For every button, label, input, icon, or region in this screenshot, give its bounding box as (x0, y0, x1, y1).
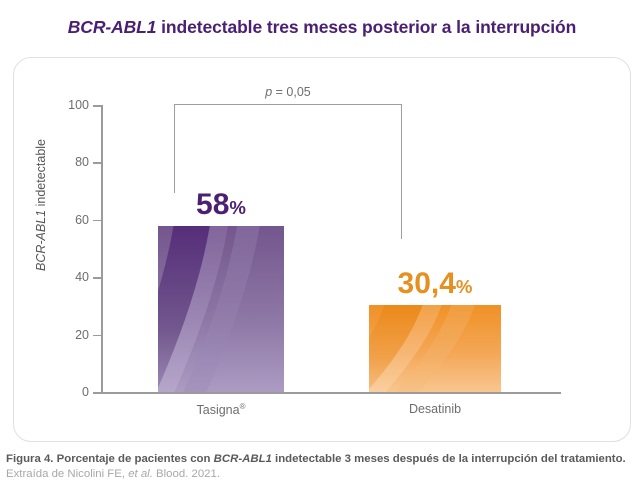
bar-value-desatinib: 30,4% (369, 266, 501, 300)
caption-line2-italic: et al. (128, 468, 153, 481)
caption-line2-a: Extraída de Nicolini FE, (6, 468, 129, 481)
bar-value-tasigna-number: 58 (196, 187, 230, 221)
y-axis-title: BCR-ABL1 indetectable (34, 90, 48, 320)
y-tick-60 (93, 219, 102, 222)
bar-tasigna-pattern (158, 225, 284, 392)
x-axis-label-desatinib-text: Desatinib (408, 402, 462, 416)
page-title: BCR-ABL1 indetectable tres meses posteri… (0, 17, 644, 38)
caption-line1-b: indetectable 3 meses después de la inter… (271, 453, 626, 465)
x-axis-label-tasigna: Tasigna® (158, 402, 284, 417)
title-italic-term: BCR-ABL1 (67, 17, 157, 37)
bar-value-desatinib-number: 30,4 (397, 266, 456, 300)
x-axis-line (101, 392, 561, 394)
y-tick-label-40: 40 (75, 270, 89, 285)
p-value-text: = 0,05 (272, 85, 311, 99)
title-rest: indetectable tres meses posterior a la i… (156, 17, 577, 37)
y-tick-40 (93, 277, 102, 279)
y-tick-label-100: 100 (68, 98, 89, 112)
y-tick-0 (93, 392, 102, 394)
caption-line2-b: Blood. 2021. (152, 468, 221, 481)
bracket-right-arm (400, 104, 402, 239)
figure-caption: Figura 4. Porcentaje de pacientes con BC… (6, 452, 640, 482)
y-tick-100 (93, 105, 102, 107)
x-axis-label-tasigna-text: Tasigna (196, 403, 240, 418)
trademark-symbol: ® (239, 402, 246, 411)
x-axis-label-desatinib: Desatinib (369, 402, 501, 416)
chart-card: BCR-ABL1 indetectable 100 80 60 40 20 0 (13, 57, 631, 442)
y-tick-label-0: 0 (82, 385, 89, 399)
bracket-top-line (174, 104, 402, 106)
y-tick-label-20: 20 (75, 327, 89, 342)
caption-line-primary: Figura 4. Porcentaje de pacientes con BC… (6, 452, 640, 467)
bar-desatinib (369, 304, 501, 392)
caption-line-source: Extraída de Nicolini FE, et al. Blood. 2… (6, 467, 640, 482)
p-symbol: p (265, 85, 273, 99)
bracket-left-arm (174, 104, 176, 193)
bar-value-desatinib-percent: % (455, 275, 473, 297)
bar-value-tasigna-percent: % (229, 196, 246, 218)
y-tick-80 (93, 162, 102, 164)
y-tick-label-60: 60 (75, 212, 89, 227)
y-tick-label-80: 80 (75, 155, 89, 170)
y-axis-title-rest: indetectable (34, 138, 48, 210)
bar-desatinib-pattern (369, 304, 501, 392)
caption-line1-a: Figura 4. Porcentaje de pacientes con (6, 453, 214, 465)
bar-value-tasigna: 58% (158, 187, 284, 221)
y-axis-line (101, 105, 103, 393)
bar-tasigna (158, 225, 284, 392)
p-value-label: p = 0,05 (174, 85, 402, 99)
caption-line1-italic: BCR-ABL1 (213, 453, 272, 465)
y-tick-20 (93, 334, 102, 337)
